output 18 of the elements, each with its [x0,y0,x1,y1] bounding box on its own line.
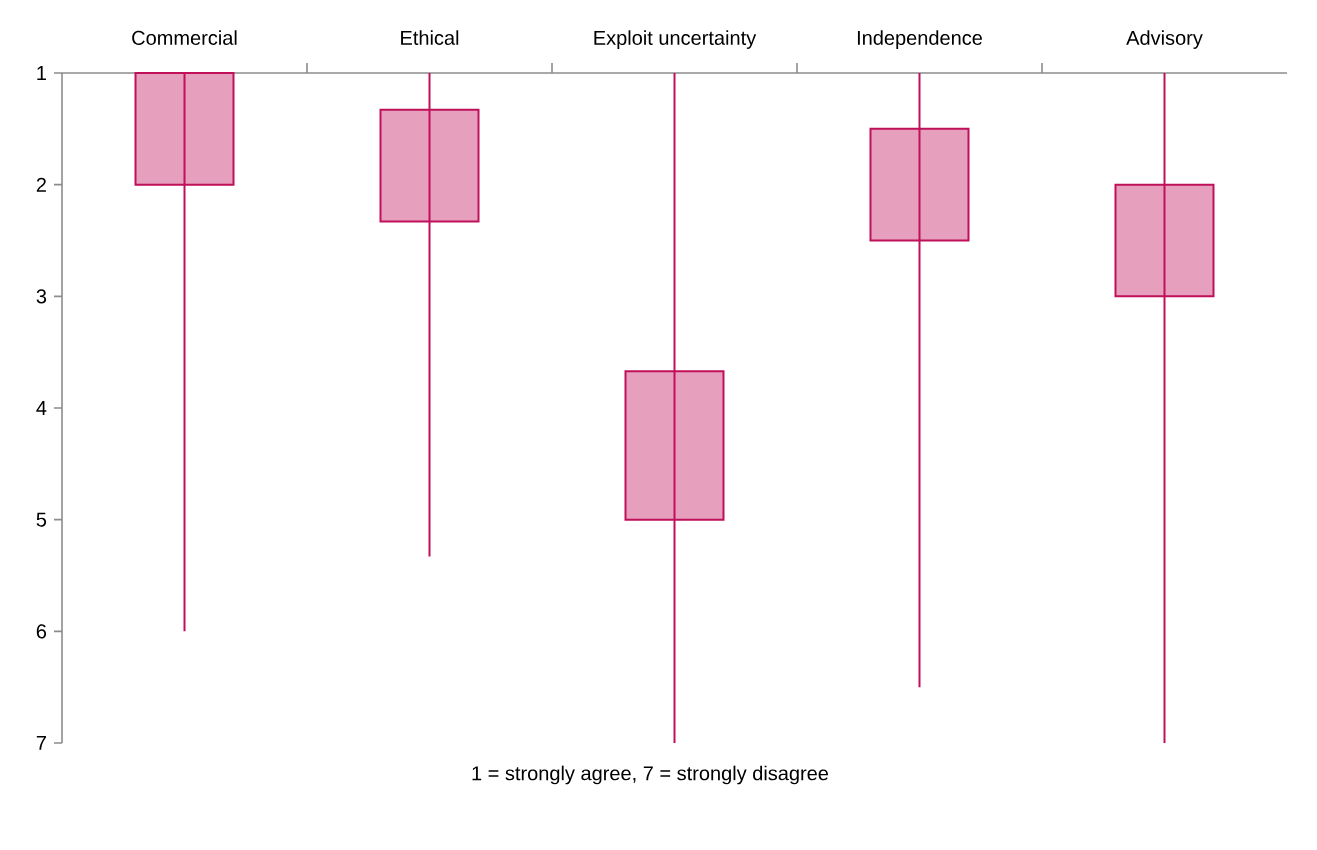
x-tick-label: Commercial [132,30,237,45]
y-tick-label: 4 [36,401,47,415]
x-tick-label: Ethical [401,30,459,45]
candlestick [379,72,480,558]
x-tick-label: Exploit uncertainty [594,30,757,49]
y-tick-label: 7 [36,736,46,750]
candlestick [869,72,970,689]
y-tick-label: 3 [36,289,47,304]
y-tick-label: 6 [36,624,47,639]
y-tick-label: 1 [37,66,46,80]
candlestick [1114,72,1215,744]
y-tick-label: 2 [36,177,46,192]
y-tick-label: 5 [36,512,47,527]
candlestick [624,72,725,744]
x-tick-label: Advisory [1126,30,1203,49]
x-tick-label: Independence [857,30,982,49]
candlestick [134,72,235,633]
text: 1 = strongly agree, 7 = strongly disagree [472,765,829,785]
